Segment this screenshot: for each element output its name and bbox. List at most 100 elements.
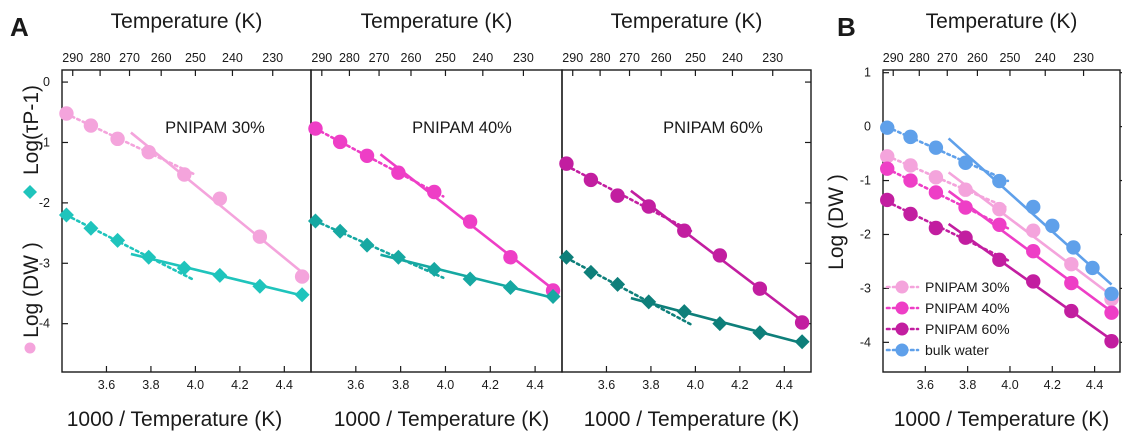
data-point-circle xyxy=(958,182,973,197)
plot3-y-tick-label: -1 xyxy=(860,174,871,188)
data-point-diamond xyxy=(583,264,599,280)
fit-line-dotted xyxy=(885,167,1010,230)
data-point-circle xyxy=(1085,260,1100,276)
plot1-x-tick-label: 4.4 xyxy=(526,378,543,392)
legend-marker xyxy=(895,343,909,357)
data-point-diamond xyxy=(176,260,192,276)
data-point-diamond xyxy=(462,271,478,287)
panel-a-y-axis-title-top: Log(τP-1) xyxy=(20,85,43,175)
plot1-x-tick-label: 4.2 xyxy=(482,378,499,392)
legend-marker xyxy=(895,280,909,294)
data-point-circle xyxy=(308,121,323,136)
plot1-top-tick-label: 250 xyxy=(435,51,456,65)
plot0-x-tick-label: 3.8 xyxy=(142,378,159,392)
plot3-y-tick-label: 1 xyxy=(864,66,871,80)
data-point-circle xyxy=(992,201,1007,217)
plot2-x-tick-label: 4.4 xyxy=(776,378,793,392)
plot2-x-tick-label: 3.8 xyxy=(642,378,659,392)
data-point-diamond xyxy=(641,294,657,310)
plot3-y-tick-label: -4 xyxy=(860,335,871,349)
plot2-series-0 xyxy=(559,156,810,330)
data-point-circle xyxy=(610,188,625,203)
data-point-circle xyxy=(1026,199,1041,215)
data-point-circle xyxy=(992,252,1007,268)
data-point-circle xyxy=(903,129,918,145)
plot1-top-tick-label: 240 xyxy=(472,51,493,65)
data-point-diamond xyxy=(426,261,442,277)
plot1-top-tick-label: 290 xyxy=(311,51,332,65)
plot1-top-tick-label: 270 xyxy=(369,51,390,65)
plot2-x-tick-label: 3.6 xyxy=(598,378,615,392)
plot3-series-1 xyxy=(880,161,1119,320)
data-point-circle xyxy=(252,229,268,244)
plot3-x-axis-title: 1000 / Temperature (K) xyxy=(894,408,1110,431)
plot3-x-tick-label: 4.2 xyxy=(1044,378,1061,392)
plot2-top-tick-label: 260 xyxy=(651,51,672,65)
data-point-circle xyxy=(1064,275,1079,291)
plot0-series-1 xyxy=(58,207,310,303)
data-point-circle xyxy=(880,192,895,208)
data-point-circle xyxy=(903,173,918,188)
data-point-circle xyxy=(1064,256,1079,272)
plot0-y-tick-label: -4 xyxy=(39,317,50,331)
data-point-diamond xyxy=(110,232,126,248)
panel-letter-a: A xyxy=(10,12,29,42)
fit-line-dotted xyxy=(565,256,695,327)
plot1-series-0 xyxy=(308,121,561,298)
data-point-circle xyxy=(503,250,518,265)
data-point-circle xyxy=(427,184,442,200)
data-point-circle xyxy=(928,170,944,185)
plot1-top-tick-label: 280 xyxy=(339,51,360,65)
data-point-circle xyxy=(794,315,810,330)
plot0-x-tick-label: 4.4 xyxy=(276,378,293,392)
data-point-diamond xyxy=(332,223,348,239)
plot1-top-tick-label: 260 xyxy=(401,51,422,65)
plot3-x-tick-label: 4.4 xyxy=(1086,378,1103,392)
data-point-diamond xyxy=(610,276,626,292)
data-point-circle xyxy=(83,118,99,133)
legend-label: PNIPAM 30% xyxy=(925,279,1010,295)
data-point-circle xyxy=(752,281,768,296)
plot0-top-tick-label: 270 xyxy=(119,51,140,65)
plot3-top-axis-title: Temperature (K) xyxy=(926,10,1078,33)
plot1-x-tick-label: 3.8 xyxy=(392,378,409,392)
panel-a: A 3.6 3.8 4.0 4.2 4.4 290 280 270 260 250 240 230 0 -1… xyxy=(10,10,812,431)
data-point-circle xyxy=(359,148,375,163)
plot0-x-tick-label: 3.6 xyxy=(98,378,115,392)
data-point-circle xyxy=(641,199,656,214)
plot1-top-tick-label: 230 xyxy=(513,51,534,65)
data-point-diamond xyxy=(712,316,728,332)
data-point-circle xyxy=(583,172,599,188)
data-point-diamond xyxy=(502,279,518,295)
plot1-x-tick-label: 3.6 xyxy=(347,378,364,392)
plot3-top-tick-label: 250 xyxy=(1000,51,1021,65)
data-point-circle xyxy=(1026,274,1041,289)
plot0-series-0 xyxy=(59,106,310,284)
plot2-top-tick-label: 270 xyxy=(619,51,640,65)
legend-marker xyxy=(895,322,909,336)
data-point-circle xyxy=(462,214,478,229)
data-point-circle xyxy=(928,140,944,155)
plot3-x-tick-label: 3.8 xyxy=(959,378,976,392)
panel-a-y-axis-title-bottom: Log (DW ) xyxy=(20,242,43,338)
data-point-diamond xyxy=(545,289,561,304)
plot3-top-tick-label: 260 xyxy=(967,51,988,65)
plot3-series-2 xyxy=(880,192,1119,349)
plot0-top-axis-title: Temperature (K) xyxy=(111,10,263,33)
plot2-x-axis-title: 1000 / Temperature (K) xyxy=(584,408,800,431)
data-point-diamond xyxy=(359,237,375,253)
data-point-diamond xyxy=(390,249,406,265)
data-point-circle xyxy=(880,161,895,176)
data-point-circle xyxy=(677,223,692,238)
data-point-diamond xyxy=(752,325,768,341)
plot2-series-1 xyxy=(558,249,810,350)
plot3-y-tick-label: 0 xyxy=(864,120,871,134)
plot3-x-tick-label: 3.6 xyxy=(917,378,934,392)
plot0-top-tick-label: 230 xyxy=(262,51,283,65)
panel-b-y-axis-title: Log (DW ) xyxy=(825,174,848,270)
data-point-circle xyxy=(59,106,74,121)
data-point-diamond xyxy=(252,278,268,294)
plot1-frame xyxy=(310,69,563,373)
data-point-circle xyxy=(1104,286,1119,302)
